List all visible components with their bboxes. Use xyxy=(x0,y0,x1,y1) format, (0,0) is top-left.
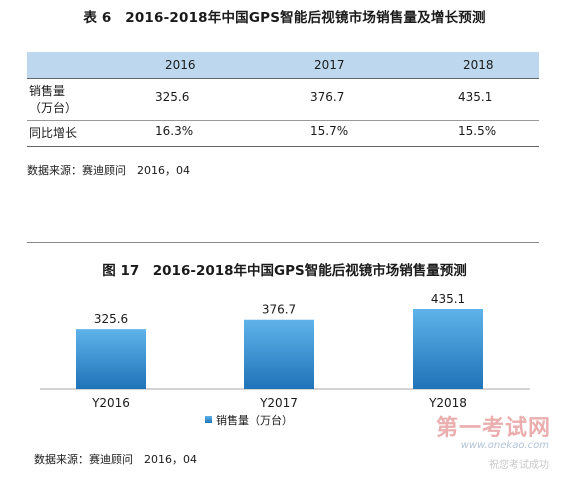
row-label-sales-unit: （万台） xyxy=(29,101,78,115)
x-tick-label-y2016: Y2016 xyxy=(91,396,130,410)
data-label-y2017: 376.7 xyxy=(262,303,296,317)
header-2016: 2016 xyxy=(165,58,196,72)
header-2018: 2018 xyxy=(463,58,494,72)
table-row: 销售量 （万台） 325.6 376.7 435.1 xyxy=(27,82,539,118)
cell-growth-2016: 16.3% xyxy=(155,124,194,138)
table-row: 同比增长 16.3% 15.7% 15.5% xyxy=(27,124,539,144)
cell-sales-2016: 325.6 xyxy=(155,90,190,104)
chart-title: 图 17 2016-2018年中国GPS智能后视镜市场销售量预测 xyxy=(102,263,467,279)
bar-y2016 xyxy=(76,329,146,389)
data-label-y2016: 325.6 xyxy=(94,312,128,326)
table-title: 表 6 2016-2018年中国GPS智能后视镜市场销售量及增长预测 xyxy=(83,10,486,26)
x-tick-label-y2017: Y2017 xyxy=(259,396,298,410)
source-note-table: 数据来源：赛迪顾问 2016，04 xyxy=(27,164,190,177)
x-tick-label-y2018: Y2018 xyxy=(428,396,467,410)
watermark-slogan: 祝您考试成功 xyxy=(489,460,549,471)
legend-label: 销售量（万台） xyxy=(216,413,293,427)
row-label-growth: 同比增长 xyxy=(29,126,78,140)
bar-y2018 xyxy=(413,309,483,389)
legend-swatch xyxy=(205,416,212,423)
cell-sales-2017: 376.7 xyxy=(310,90,345,104)
cell-growth-2017: 15.7% xyxy=(310,124,349,138)
table-header-row: 2016 2017 2018 xyxy=(27,52,539,78)
divider xyxy=(27,242,539,243)
bar-y2017 xyxy=(244,319,314,389)
row-label-sales: 销售量 xyxy=(29,84,66,98)
data-label-y2018: 435.1 xyxy=(431,292,465,306)
cell-growth-2018: 15.5% xyxy=(458,124,497,138)
header-2017: 2017 xyxy=(314,58,345,72)
cell-sales-2018: 435.1 xyxy=(458,90,493,104)
watermark-url: www.onekao.com xyxy=(460,440,549,451)
source-note-chart: 数据来源：赛迪顾问 2016，04 xyxy=(34,453,197,466)
watermark-logo-text: 第一考试网 xyxy=(435,416,551,441)
